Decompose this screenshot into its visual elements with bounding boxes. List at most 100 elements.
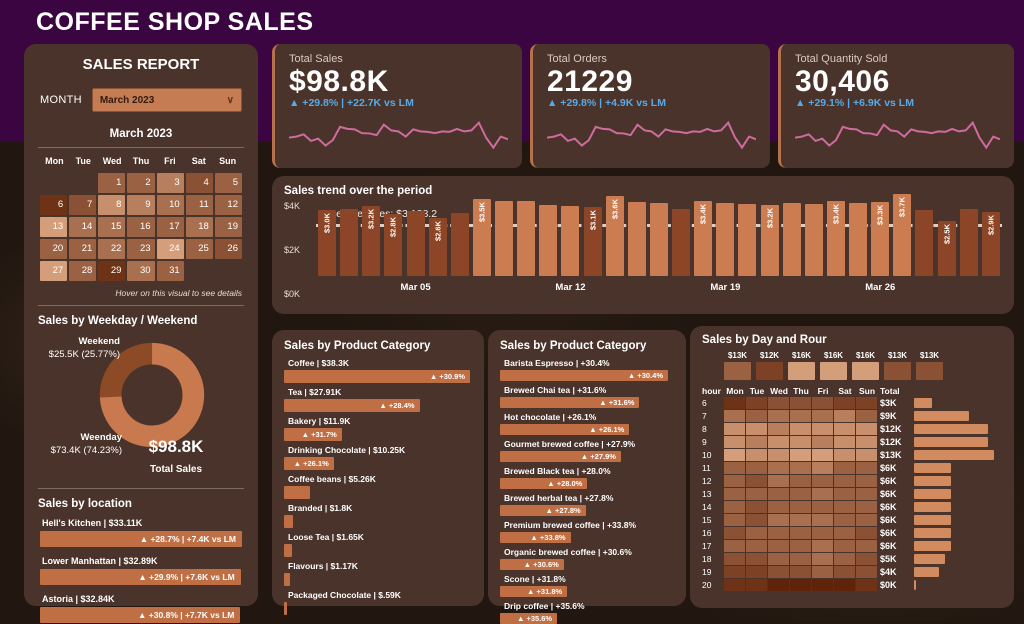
- calendar-day-cell[interactable]: 23: [127, 239, 155, 259]
- trend-bar[interactable]: $3.3K: [871, 202, 890, 276]
- calendar-day-cell[interactable]: 8: [98, 195, 126, 215]
- month-dropdown[interactable]: March 2023 ∨: [91, 88, 242, 112]
- heatmap-cell[interactable]: [834, 488, 855, 500]
- trend-bar[interactable]: [517, 201, 536, 276]
- heatmap-cell[interactable]: [790, 553, 811, 565]
- data-bar[interactable]: ▲ +30.9%: [284, 370, 470, 383]
- heatmap-cell[interactable]: [834, 462, 855, 474]
- trend-bar[interactable]: [627, 202, 646, 276]
- heatmap-cell[interactable]: [812, 410, 833, 422]
- calendar-day-cell[interactable]: 21: [69, 239, 97, 259]
- heatmap-cell[interactable]: [856, 579, 877, 591]
- trend-bar[interactable]: [561, 205, 580, 276]
- calendar-day-cell[interactable]: 6: [40, 195, 68, 215]
- data-bar[interactable]: ▲ +29.9% | +7.6K vs LM: [40, 569, 241, 585]
- heatmap-cell[interactable]: [834, 475, 855, 487]
- heatmap-cell[interactable]: [724, 475, 745, 487]
- heatmap-cell[interactable]: [790, 501, 811, 513]
- calendar-day-cell[interactable]: 29: [98, 261, 126, 281]
- heatmap-cell[interactable]: [724, 410, 745, 422]
- trend-bar[interactable]: $3.4K: [826, 200, 845, 276]
- trend-bar[interactable]: $2.5K: [937, 220, 956, 276]
- trend-bar[interactable]: [672, 208, 691, 276]
- legend-day-swatch[interactable]: [756, 362, 783, 380]
- heatmap-cell[interactable]: [768, 540, 789, 552]
- calendar-day-cell[interactable]: 30: [127, 261, 155, 281]
- heatmap-cell[interactable]: [746, 449, 767, 461]
- heatmap-cell[interactable]: [834, 449, 855, 461]
- heatmap-cell[interactable]: [856, 488, 877, 500]
- heatmap-cell[interactable]: [724, 423, 745, 435]
- calendar-day-cell[interactable]: 5: [214, 173, 242, 193]
- trend-bar[interactable]: [782, 203, 801, 276]
- heatmap-cell[interactable]: [834, 397, 855, 409]
- heatmap-cell[interactable]: [790, 540, 811, 552]
- heatmap-cell[interactable]: [812, 501, 833, 513]
- data-bar[interactable]: [284, 602, 287, 615]
- trend-bar[interactable]: [716, 203, 735, 276]
- row-total-bar[interactable]: [914, 541, 951, 551]
- heatmap-cell[interactable]: [856, 423, 877, 435]
- heatmap-cell[interactable]: [790, 449, 811, 461]
- row-total-bar[interactable]: [914, 450, 994, 460]
- heatmap-cell[interactable]: [746, 462, 767, 474]
- trend-bar[interactable]: [649, 203, 668, 276]
- heatmap-cell[interactable]: [746, 475, 767, 487]
- heatmap-cell[interactable]: [812, 449, 833, 461]
- data-bar[interactable]: ▲ +26.1%: [284, 457, 334, 470]
- trend-bar[interactable]: [406, 211, 425, 276]
- calendar-day-cell[interactable]: 12: [214, 195, 242, 215]
- donut-chart[interactable]: [90, 333, 214, 457]
- data-bar[interactable]: ▲ +33.8%: [500, 532, 571, 543]
- calendar-day-cell[interactable]: 15: [98, 217, 126, 237]
- heatmap-cell[interactable]: [812, 488, 833, 500]
- row-total-bar[interactable]: [914, 437, 988, 447]
- heatmap-cell[interactable]: [724, 488, 745, 500]
- heatmap-cell[interactable]: [746, 397, 767, 409]
- data-bar[interactable]: ▲ +31.6%: [500, 397, 640, 408]
- data-bar[interactable]: ▲ +35.6%: [500, 613, 558, 624]
- heatmap-cell[interactable]: [768, 423, 789, 435]
- heatmap-cell[interactable]: [724, 540, 745, 552]
- calendar-day-cell[interactable]: 9: [127, 195, 155, 215]
- heatmap-cell[interactable]: [790, 436, 811, 448]
- trend-bar[interactable]: $2.8K: [384, 213, 403, 276]
- heatmap-cell[interactable]: [834, 436, 855, 448]
- heatmap-cell[interactable]: [790, 397, 811, 409]
- heatmap-cell[interactable]: [790, 488, 811, 500]
- heatmap-cell[interactable]: [746, 566, 767, 578]
- heatmap-cell[interactable]: [834, 540, 855, 552]
- calendar-day-cell[interactable]: 28: [69, 261, 97, 281]
- trend-bar[interactable]: [959, 208, 978, 276]
- heatmap-cell[interactable]: [724, 397, 745, 409]
- data-bar[interactable]: ▲ +30.4%: [500, 370, 668, 381]
- heatmap-cell[interactable]: [834, 501, 855, 513]
- heatmap-cell[interactable]: [790, 410, 811, 422]
- calendar-day-cell[interactable]: 17: [156, 217, 184, 237]
- heatmap-cell[interactable]: [746, 488, 767, 500]
- heatmap-cell[interactable]: [856, 527, 877, 539]
- heatmap-cell[interactable]: [768, 397, 789, 409]
- heatmap-cell[interactable]: [856, 397, 877, 409]
- heatmap-cell[interactable]: [768, 579, 789, 591]
- heatmap-cell[interactable]: [724, 436, 745, 448]
- trend-bar[interactable]: $2.9K: [981, 211, 1000, 276]
- data-bar[interactable]: ▲ +31.8%: [500, 586, 568, 597]
- row-total-bar[interactable]: [914, 580, 916, 590]
- data-bar[interactable]: ▲ +31.7%: [284, 428, 342, 441]
- heatmap-cell[interactable]: [724, 579, 745, 591]
- data-bar[interactable]: [284, 544, 292, 557]
- data-bar[interactable]: ▲ +28.4%: [284, 399, 420, 412]
- calendar-day-cell[interactable]: 11: [185, 195, 213, 215]
- trend-bar[interactable]: [450, 212, 469, 276]
- data-bar[interactable]: ▲ +26.1%: [500, 424, 630, 435]
- heatmap-cell[interactable]: [768, 462, 789, 474]
- heatmap-cell[interactable]: [790, 579, 811, 591]
- heatmap-cell[interactable]: [724, 553, 745, 565]
- heatmap-cell[interactable]: [856, 553, 877, 565]
- data-bar[interactable]: ▲ +30.8% | +7.7K vs LM: [40, 607, 241, 623]
- heatmap-cell[interactable]: [834, 579, 855, 591]
- heatmap-cell[interactable]: [856, 475, 877, 487]
- row-total-bar[interactable]: [914, 463, 951, 473]
- heatmap-cell[interactable]: [746, 579, 767, 591]
